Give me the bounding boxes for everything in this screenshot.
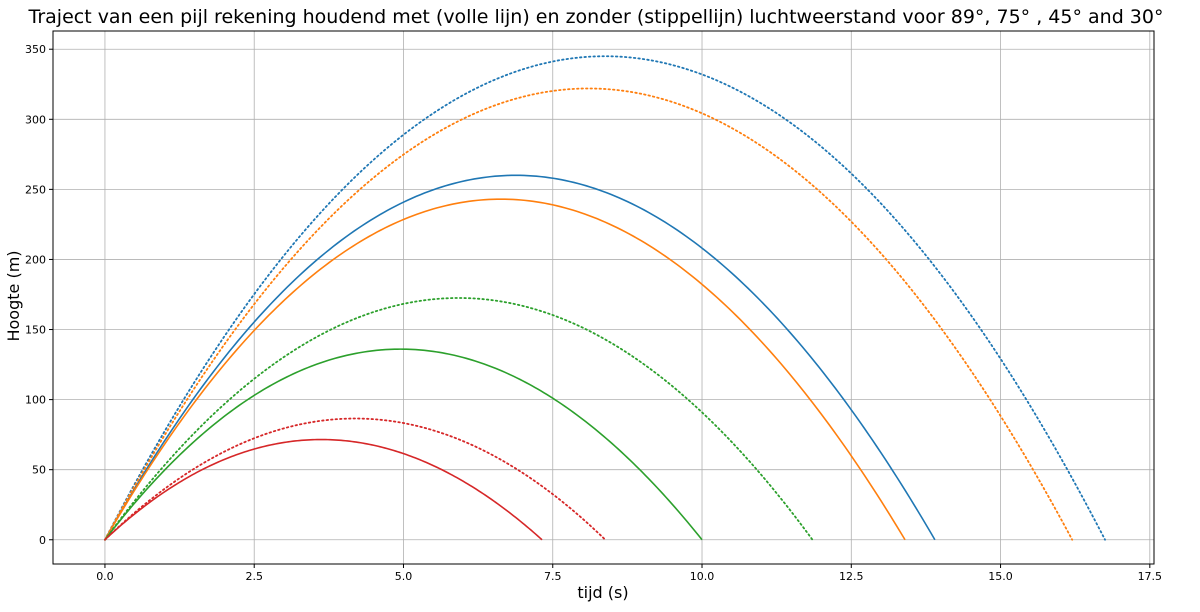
y-tick-label: 350 bbox=[25, 43, 46, 56]
series-line-drag-1 bbox=[104, 198, 906, 541]
x-tick-label: 12.5 bbox=[839, 570, 864, 583]
series-line-no-drag-7 bbox=[104, 417, 607, 541]
series-line-no-drag-5 bbox=[104, 87, 1074, 541]
chart-title: Traject van een pijl rekening houdend me… bbox=[28, 6, 1164, 28]
x-tick-label: 17.5 bbox=[1138, 570, 1163, 583]
series-line-no-drag-4 bbox=[104, 55, 1106, 541]
tick-layer: 0.0 2.5 5.0 7.5 10.0 12.5 15.0 17.5 0 50 100 150 200… bbox=[25, 43, 1162, 583]
y-tick-label: 250 bbox=[25, 183, 46, 196]
y-tick-label: 0 bbox=[39, 534, 46, 547]
x-tick-label: 2.5 bbox=[245, 570, 263, 583]
y-tick-label: 50 bbox=[32, 464, 46, 477]
series-line-drag-3 bbox=[104, 438, 543, 541]
x-tick-label: 7.5 bbox=[544, 570, 562, 583]
x-tick-label: 0.0 bbox=[96, 570, 114, 583]
y-axis-title: Hoogte (m) bbox=[4, 250, 23, 341]
x-tick-label: 5.0 bbox=[395, 570, 413, 583]
y-tick-label: 150 bbox=[25, 324, 46, 337]
x-tick-label: 10.0 bbox=[690, 570, 715, 583]
series-line-no-drag-6 bbox=[104, 297, 814, 541]
grid-layer bbox=[53, 31, 1154, 564]
y-tick-label: 200 bbox=[25, 253, 46, 266]
series-line-drag-0 bbox=[104, 174, 936, 541]
y-tick-label: 100 bbox=[25, 394, 46, 407]
x-tick-label: 15.0 bbox=[988, 570, 1013, 583]
series-layer bbox=[104, 55, 1106, 541]
y-tick-label: 300 bbox=[25, 113, 46, 126]
x-axis-title: tijd (s) bbox=[577, 583, 628, 602]
series-line-drag-2 bbox=[104, 348, 703, 541]
plot-frame bbox=[52, 30, 1155, 565]
